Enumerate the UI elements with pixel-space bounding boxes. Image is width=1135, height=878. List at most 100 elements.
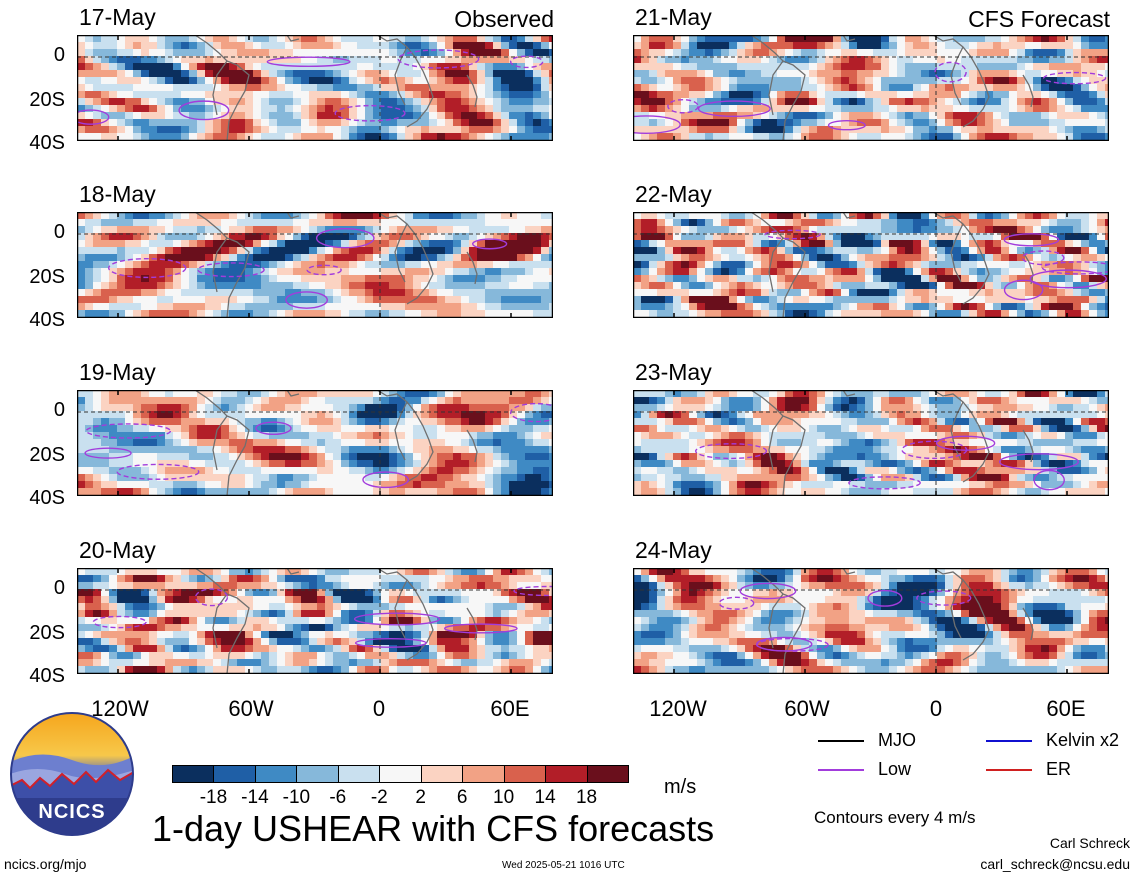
y-tick-label-observed-1-0: 0 bbox=[53, 221, 65, 243]
colorbar: -18 -14 -10 -6 -2 2 6 10 14 18 bbox=[172, 765, 629, 811]
y-tick-label-observed-2-1: 20S bbox=[29, 444, 65, 466]
legend-mjo: MJO bbox=[818, 730, 916, 751]
y-tick-label-observed-0-0: 0 bbox=[53, 44, 65, 66]
colorbar-label: -18 bbox=[199, 787, 228, 808]
low-contour bbox=[362, 471, 410, 489]
colorbar-swatch bbox=[462, 765, 505, 783]
low-contour bbox=[848, 476, 921, 490]
low-contour bbox=[1033, 469, 1065, 491]
low-contour bbox=[334, 104, 406, 122]
footer-email: carl_schreck@ncsu.edu bbox=[980, 856, 1130, 872]
colorbar-swatch bbox=[296, 765, 339, 783]
low-contour bbox=[444, 623, 518, 634]
panel-frame bbox=[77, 212, 553, 318]
low-contour bbox=[472, 238, 508, 250]
main-title: 1-day USHEAR with CFS forecasts bbox=[152, 808, 715, 849]
colorbar-label: -10 bbox=[282, 787, 311, 808]
low-contour bbox=[867, 589, 903, 607]
low-contour bbox=[353, 612, 441, 626]
low-contour bbox=[739, 582, 797, 600]
panel-date-observed-0: 17-May bbox=[79, 4, 156, 30]
low-contour bbox=[266, 56, 351, 68]
legend-kelvin: Kelvin x2 bbox=[986, 730, 1119, 751]
legend-low-line bbox=[818, 768, 864, 771]
panel-frame bbox=[77, 35, 553, 141]
colorbar-swatch bbox=[420, 765, 464, 783]
forecast-label: CFS Forecast bbox=[968, 6, 1110, 32]
map-panel-forecast-3 bbox=[633, 568, 1109, 674]
panel-frame bbox=[633, 35, 1109, 141]
footer-author: Carl Schreck bbox=[1049, 835, 1130, 851]
low-contour bbox=[306, 264, 342, 276]
heatmap-observed-1 bbox=[77, 212, 553, 318]
x-tick-left-1: 60W bbox=[228, 696, 274, 721]
map-panel-forecast-0 bbox=[633, 35, 1109, 141]
x-tick-right-0: 120W bbox=[649, 696, 707, 721]
colorbar-label: -14 bbox=[241, 787, 269, 808]
logo-text: NCICS bbox=[38, 801, 105, 823]
heatmap-forecast-1 bbox=[633, 212, 1109, 318]
low-contour bbox=[764, 229, 821, 240]
low-contour bbox=[354, 637, 427, 648]
x-tick-right-3: 60E bbox=[1046, 696, 1086, 721]
panel-date-forecast-2: 23-May bbox=[635, 359, 712, 385]
contour-note: Contours every 4 m/s bbox=[814, 808, 976, 827]
ncics-logo: NCICS bbox=[10, 712, 134, 836]
colorbar-swatch bbox=[379, 765, 422, 783]
low-contour bbox=[1029, 269, 1107, 289]
panel-frame bbox=[633, 212, 1109, 318]
heatmap-forecast-2 bbox=[633, 390, 1109, 496]
low-contour bbox=[77, 109, 110, 125]
y-tick-label-observed-3-0: 0 bbox=[53, 577, 65, 599]
colorbar-label: 6 bbox=[456, 787, 468, 808]
low-contour bbox=[84, 447, 132, 459]
x-tick-right-1: 60W bbox=[784, 696, 830, 721]
coastlines-forecast-1 bbox=[750, 212, 1034, 318]
low-contour bbox=[509, 55, 544, 69]
low-contour bbox=[315, 227, 375, 249]
low-contour bbox=[827, 119, 866, 131]
panel-date-observed-3: 20-May bbox=[79, 537, 156, 563]
low-contour bbox=[1021, 250, 1065, 266]
y-tick-label-observed-0-2: 40S bbox=[29, 132, 65, 154]
legend-er: ER bbox=[986, 759, 1071, 780]
coastlines-forecast-2 bbox=[750, 390, 1034, 496]
coastlines-observed-0 bbox=[194, 35, 478, 141]
low-contour bbox=[697, 100, 771, 118]
map-panel-observed-2 bbox=[77, 390, 553, 496]
footer-url: ncics.org/mjo bbox=[4, 856, 87, 872]
low-contour bbox=[916, 590, 972, 606]
legend-low: Low bbox=[818, 759, 911, 780]
y-tick-label-observed-0-1: 20S bbox=[29, 89, 65, 111]
low-contour bbox=[667, 98, 699, 114]
y-tick-label-observed-3-1: 20S bbox=[29, 622, 65, 644]
observed-label: Observed bbox=[454, 6, 554, 32]
low-contour bbox=[285, 291, 329, 309]
map-panel-forecast-2 bbox=[633, 390, 1109, 496]
low-contour bbox=[194, 588, 229, 607]
low-contour bbox=[755, 637, 829, 652]
legend-er-label: ER bbox=[1046, 759, 1072, 779]
low-contour bbox=[718, 596, 755, 610]
colorbar-label: 10 bbox=[493, 787, 515, 808]
panel-frame bbox=[633, 390, 1109, 496]
low-contour bbox=[509, 402, 553, 423]
y-tick-label-observed-2-2: 40S bbox=[29, 487, 65, 509]
legend-er-line bbox=[986, 768, 1032, 771]
panel-date-observed-2: 19-May bbox=[79, 359, 156, 385]
colorbar-swatch bbox=[172, 765, 215, 783]
heatmap-observed-0 bbox=[77, 35, 553, 141]
x-tick-left-0: 120W bbox=[91, 696, 149, 721]
panel-frame bbox=[77, 568, 553, 674]
coastlines-observed-2 bbox=[194, 390, 478, 496]
low-contour bbox=[1003, 279, 1044, 301]
low-contour bbox=[513, 585, 553, 597]
colorbar-swatch bbox=[337, 765, 381, 783]
colorbar-swatch bbox=[254, 765, 298, 783]
y-tick-label-observed-1-2: 40S bbox=[29, 309, 65, 331]
panel-frame bbox=[633, 568, 1109, 674]
low-contour bbox=[107, 257, 187, 279]
low-contour bbox=[197, 262, 265, 278]
low-contour bbox=[998, 453, 1079, 471]
low-contour bbox=[633, 115, 681, 134]
